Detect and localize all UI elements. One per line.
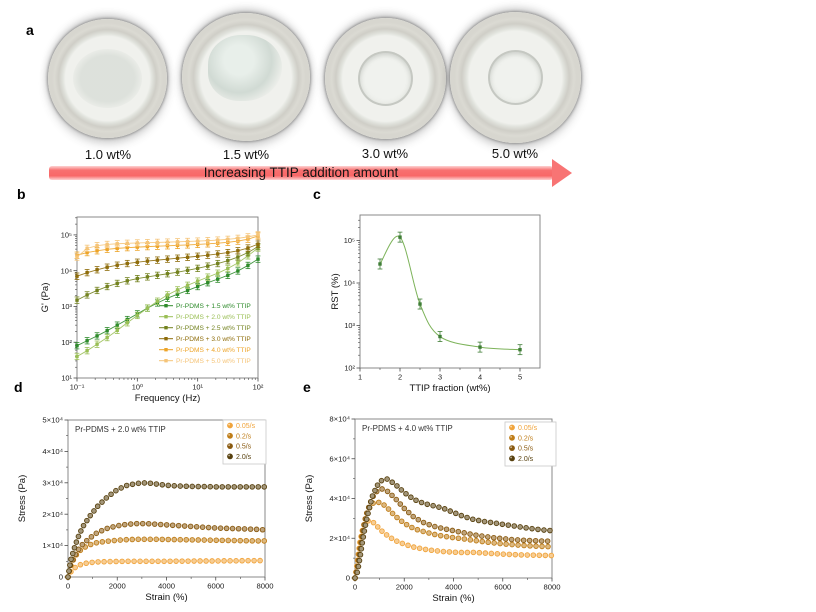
svg-text:Pr-PDMS + 1.5 wt% TTIP: Pr-PDMS + 1.5 wt% TTIP	[176, 303, 251, 310]
plate-label-3: 3.0 wt%	[361, 146, 409, 161]
chart-c-rst-vs-ttip-fraction: 1 2 3 4 5 10² 10³ 10⁴ 10⁵ TTIP fraction (wt%) RST …	[330, 214, 541, 394]
svg-text:6000: 6000	[207, 582, 224, 591]
plate-label-2: 1.5 wt%	[222, 147, 270, 162]
svg-text:4×10⁴: 4×10⁴	[42, 447, 63, 456]
plate-photo-4	[450, 12, 581, 143]
svg-text:4000: 4000	[158, 582, 175, 591]
svg-text:0: 0	[353, 583, 357, 592]
panel-b-letter: b	[17, 186, 26, 202]
svg-text:4000: 4000	[445, 583, 462, 592]
svg-text:5×10⁴: 5×10⁴	[42, 416, 63, 425]
svg-text:2: 2	[398, 373, 402, 382]
plate-photo-3	[325, 18, 446, 139]
svg-text:5: 5	[518, 373, 522, 382]
svg-text:0.5/s: 0.5/s	[518, 446, 534, 453]
svg-text:10²: 10²	[253, 383, 264, 392]
chart-d-stress-strain-2wt: 0 2000 4000 6000 8000 0 1×10⁴ 2×10⁴ 3×10⁴ 4×10⁴ 5×…	[17, 416, 274, 603]
gel-disk	[357, 50, 414, 107]
svg-text:10¹: 10¹	[192, 383, 203, 392]
svg-text:0.2/s: 0.2/s	[236, 433, 252, 440]
svg-text:8000: 8000	[256, 582, 273, 591]
svg-text:10²: 10²	[344, 364, 355, 373]
svg-text:8×10⁴: 8×10⁴	[329, 415, 350, 424]
svg-text:1: 1	[358, 373, 362, 382]
chart-e-stress-strain-4wt: 0 2000 4000 6000 8000 0 2×10⁴ 4×10⁴ 6×10⁴ 8×10⁴ St…	[304, 415, 561, 604]
svg-text:3: 3	[438, 373, 442, 382]
svg-text:Pr-PDMS + 5.0 wt% TTIP: Pr-PDMS + 5.0 wt% TTIP	[176, 358, 251, 365]
svg-text:0: 0	[346, 574, 350, 583]
panel-a-letter: a	[26, 22, 34, 38]
svg-text:0: 0	[66, 582, 70, 591]
svg-text:Pr-PDMS + 2.0 wt% TTIP: Pr-PDMS + 2.0 wt% TTIP	[75, 425, 166, 434]
gel-disk	[487, 49, 544, 106]
svg-text:Pr-PDMS + 3.0 wt% TTIP: Pr-PDMS + 3.0 wt% TTIP	[176, 336, 251, 343]
svg-text:TTIP fraction (wt%): TTIP fraction (wt%)	[409, 383, 490, 394]
svg-text:Frequency (Hz): Frequency (Hz)	[135, 393, 200, 404]
svg-text:10³: 10³	[61, 302, 72, 311]
svg-text:8000: 8000	[543, 583, 560, 592]
svg-text:RST (%): RST (%)	[330, 273, 341, 309]
svg-text:2×10⁴: 2×10⁴	[42, 510, 63, 519]
ttip-arrow-label: Increasing TTIP addition amount	[203, 165, 399, 180]
svg-text:4×10⁴: 4×10⁴	[329, 494, 350, 503]
svg-text:6×10⁴: 6×10⁴	[329, 454, 350, 463]
svg-text:10³: 10³	[344, 321, 355, 330]
svg-text:Strain (%): Strain (%)	[145, 592, 187, 603]
svg-text:0.05/s: 0.05/s	[236, 423, 256, 430]
svg-text:2000: 2000	[396, 583, 413, 592]
chart-b-storage-modulus-vs-frequency: 10⁻¹ 10⁰ 10¹ 10² 10¹ 10² 10³ 10⁴ 10⁵ Frequency (H…	[40, 216, 264, 404]
svg-text:1×10⁴: 1×10⁴	[42, 541, 63, 550]
svg-text:10⁵: 10⁵	[61, 230, 72, 239]
svg-text:0: 0	[59, 573, 63, 582]
svg-text:Strain (%): Strain (%)	[432, 593, 474, 604]
plate-photo-1	[48, 19, 167, 138]
plate-photo-2	[182, 13, 310, 141]
svg-text:6000: 6000	[494, 583, 511, 592]
svg-text:Stress (Pa): Stress (Pa)	[17, 475, 28, 523]
svg-text:Pr-PDMS + 4.0 wt% TTIP: Pr-PDMS + 4.0 wt% TTIP	[176, 347, 251, 354]
svg-text:2.0/s: 2.0/s	[236, 454, 252, 461]
svg-text:2.0/s: 2.0/s	[518, 456, 534, 463]
svg-text:2×10⁴: 2×10⁴	[329, 534, 350, 543]
panel-d-letter: d	[14, 379, 23, 395]
svg-text:0.05/s: 0.05/s	[518, 425, 538, 432]
svg-text:10¹: 10¹	[61, 374, 72, 383]
panel-e-letter: e	[303, 379, 311, 395]
svg-text:10²: 10²	[61, 338, 72, 347]
svg-text:10⁴: 10⁴	[61, 266, 72, 275]
ttip-arrow-head-icon	[552, 159, 572, 187]
gel-film-faint	[72, 48, 143, 109]
svg-text:4: 4	[478, 373, 482, 382]
svg-text:G' (Pa): G' (Pa)	[40, 283, 51, 313]
svg-text:Pr-PDMS + 4.0 wt% TTIP: Pr-PDMS + 4.0 wt% TTIP	[362, 424, 453, 433]
svg-text:10⁻¹: 10⁻¹	[70, 383, 85, 392]
plate-label-1: 1.0 wt%	[84, 147, 132, 162]
svg-text:Pr-PDMS + 2.0 wt% TTIP: Pr-PDMS + 2.0 wt% TTIP	[176, 314, 251, 321]
svg-text:10⁴: 10⁴	[344, 279, 355, 288]
svg-text:2000: 2000	[109, 582, 126, 591]
svg-text:Stress (Pa): Stress (Pa)	[304, 475, 315, 523]
ttip-arrow-bar	[49, 166, 553, 180]
gel-blob	[207, 34, 282, 102]
plate-label-4: 5.0 wt%	[491, 146, 539, 161]
svg-text:Pr-PDMS + 2.5 wt% TTIP: Pr-PDMS + 2.5 wt% TTIP	[176, 325, 251, 332]
svg-text:0.2/s: 0.2/s	[518, 435, 534, 442]
panel-c-letter: c	[313, 186, 321, 202]
svg-text:10⁰: 10⁰	[132, 383, 143, 392]
svg-text:10⁵: 10⁵	[344, 236, 355, 245]
svg-text:0.5/s: 0.5/s	[236, 444, 252, 451]
svg-text:3×10⁴: 3×10⁴	[42, 478, 63, 487]
